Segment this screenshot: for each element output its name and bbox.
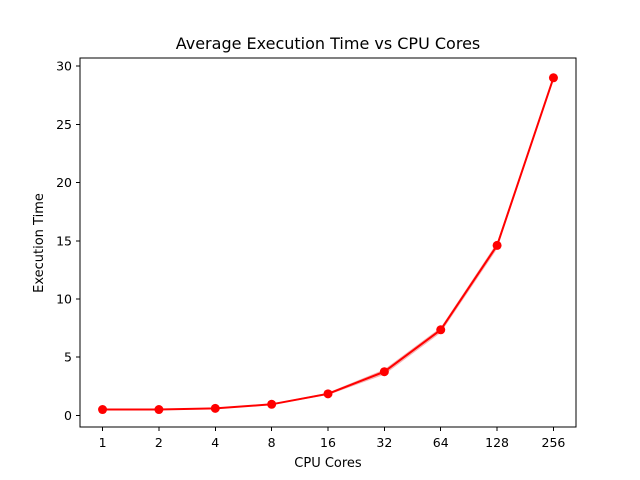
- x-tick-label: 8: [268, 435, 276, 450]
- x-tick-label: 4: [211, 435, 219, 450]
- y-tick-label: 15: [56, 233, 72, 248]
- x-tick-label: 32: [376, 435, 392, 450]
- data-point: [210, 403, 220, 413]
- y-tick-label: 10: [56, 291, 72, 306]
- data-point: [436, 325, 446, 335]
- y-tick-label: 5: [64, 350, 72, 365]
- y-tick-label: 30: [56, 59, 72, 74]
- x-tick-label: 16: [320, 435, 336, 450]
- data-point: [492, 240, 502, 250]
- data-point: [379, 367, 389, 377]
- data-point: [548, 73, 558, 83]
- data-point: [267, 399, 277, 409]
- y-axis-label: Execution Time: [32, 193, 47, 293]
- x-tick-label: 256: [542, 435, 566, 450]
- x-tick-label: 1: [99, 435, 107, 450]
- x-axis-label: CPU Cores: [294, 456, 362, 471]
- data-point: [98, 405, 108, 415]
- x-tick-label: 64: [433, 435, 449, 450]
- chart-title: Average Execution Time vs CPU Cores: [176, 34, 481, 53]
- x-tick-label: 2: [155, 435, 163, 450]
- data-point: [154, 405, 164, 415]
- y-axis: 0 5 10 15 20 25 30: [56, 59, 80, 423]
- x-axis: 1 2 4 8 16 32 64 128 256: [99, 427, 566, 450]
- y-tick-label: 20: [56, 175, 72, 190]
- plot-area-frame: [79, 57, 577, 428]
- y-tick-label: 0: [64, 408, 72, 423]
- data-point: [323, 389, 333, 399]
- y-tick-label: 25: [56, 117, 72, 132]
- data-point-layer: [98, 73, 558, 415]
- x-tick-label: 128: [485, 435, 509, 450]
